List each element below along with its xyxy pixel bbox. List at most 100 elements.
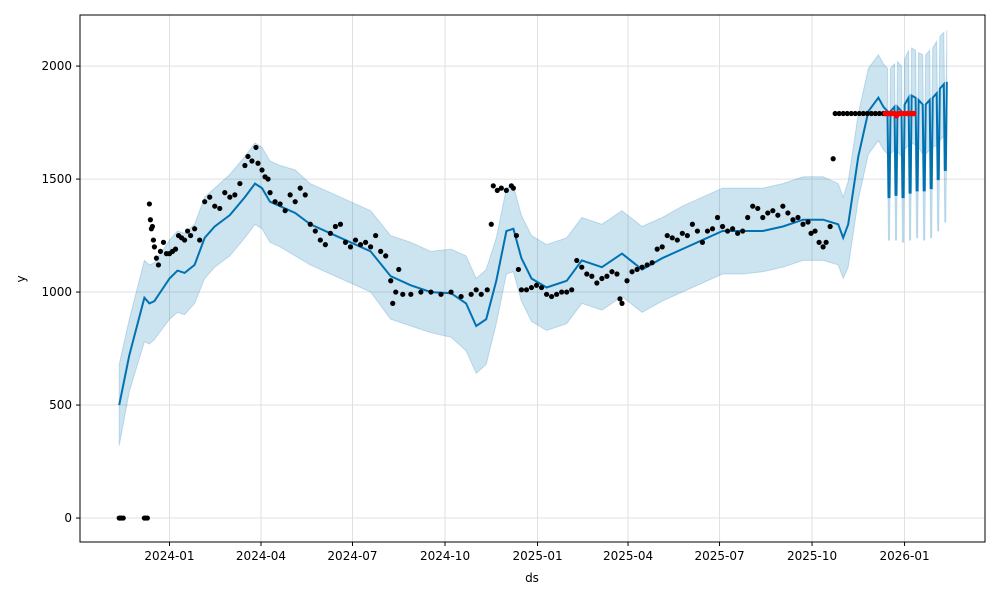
- axis-ticks: 2024-01 2024-04 2024-07 2024-10 2025-01 2025-…: [41, 59, 929, 563]
- observed-point: [227, 194, 233, 200]
- observed-point: [498, 185, 504, 191]
- observed-point: [554, 291, 560, 297]
- x-axis-label: ds: [525, 571, 539, 585]
- observed-point: [694, 228, 701, 234]
- x-tick-label: 2025-10: [787, 549, 837, 563]
- observed-point: [438, 291, 444, 297]
- observed-point: [589, 273, 595, 279]
- observed-point: [357, 242, 364, 248]
- observed-point: [770, 208, 776, 214]
- observed-point: [755, 205, 761, 212]
- observed-point: [515, 266, 522, 273]
- observed-point: [780, 203, 786, 209]
- observed-point: [255, 160, 261, 166]
- observed-point: [785, 210, 791, 216]
- forecast-line: [118, 81, 948, 406]
- test-points: [882, 110, 917, 119]
- observed-point: [836, 110, 842, 117]
- observed-point: [649, 260, 655, 266]
- observed-point: [714, 214, 721, 221]
- observed-point: [388, 278, 394, 284]
- observed-point: [619, 300, 625, 306]
- observed-point: [533, 282, 540, 288]
- x-tick-label: 2025-07: [694, 549, 744, 563]
- observed-point: [543, 291, 550, 297]
- observed-point: [735, 230, 741, 236]
- observed-point: [823, 239, 829, 245]
- y-tick-label: 1500: [41, 172, 72, 186]
- observed-point: [599, 275, 605, 282]
- observed-point: [342, 239, 349, 245]
- observed-point: [153, 255, 160, 261]
- observed-point: [184, 228, 191, 234]
- observed-point: [740, 228, 746, 234]
- observed-point: [830, 156, 836, 162]
- observed-point: [337, 221, 344, 227]
- observed-point: [745, 214, 751, 221]
- observed-point: [232, 192, 238, 198]
- y-tick-label: 1000: [41, 285, 72, 299]
- observed-point: [848, 110, 854, 117]
- observed-point: [800, 221, 806, 227]
- observed-point: [373, 232, 379, 239]
- observed-point: [503, 187, 509, 193]
- observed-point: [277, 201, 283, 207]
- observed-point: [368, 244, 374, 250]
- observed-point: [654, 246, 660, 252]
- observed-point: [327, 230, 333, 236]
- observed-point: [579, 264, 585, 270]
- observed-point: [352, 237, 359, 243]
- observed-point: [245, 153, 251, 160]
- observed-point: [383, 253, 389, 259]
- observed-point: [569, 287, 575, 293]
- observed-points: [116, 110, 887, 521]
- observed-point: [151, 244, 158, 250]
- observed-point: [197, 237, 203, 243]
- observed-point: [144, 515, 150, 521]
- observed-point: [317, 237, 323, 243]
- observed-point: [872, 110, 878, 117]
- plot-frame: [79, 14, 986, 543]
- observed-point: [659, 244, 665, 250]
- y-tick-label: 2000: [41, 59, 72, 73]
- observed-point: [396, 266, 402, 273]
- observed-point: [484, 287, 490, 293]
- observed-point: [510, 185, 516, 191]
- observed-point: [332, 223, 339, 230]
- observed-point: [639, 264, 645, 270]
- observed-point: [265, 176, 271, 182]
- observed-point: [584, 271, 590, 277]
- observed-point: [808, 230, 814, 236]
- observed-point: [827, 223, 833, 230]
- observed-point: [408, 291, 414, 297]
- observed-point: [282, 208, 288, 214]
- observed-point: [253, 144, 259, 151]
- observed-point: [574, 257, 580, 264]
- observed-point: [242, 162, 248, 169]
- observed-point: [390, 300, 396, 306]
- observed-point: [478, 291, 484, 297]
- observed-point: [322, 242, 328, 248]
- observed-point: [307, 221, 313, 227]
- observed-point: [473, 287, 479, 293]
- observed-point: [669, 235, 675, 241]
- observed-point: [719, 223, 726, 230]
- observed-point: [347, 244, 354, 250]
- observed-point: [860, 110, 866, 117]
- y-tick-label: 0: [64, 511, 72, 525]
- observed-point: [518, 287, 525, 293]
- observed-point: [812, 228, 818, 234]
- x-tick-label: 2024-04: [236, 549, 286, 563]
- observed-point: [400, 291, 406, 297]
- observed-point: [864, 110, 870, 117]
- observed-point: [664, 232, 670, 239]
- observed-point: [730, 226, 736, 232]
- observed-point: [644, 262, 650, 268]
- observed-point: [844, 110, 850, 117]
- observed-point: [679, 230, 685, 236]
- observed-point: [549, 293, 555, 300]
- observed-point: [292, 199, 298, 205]
- observed-point: [181, 237, 188, 243]
- observed-point: [362, 239, 369, 245]
